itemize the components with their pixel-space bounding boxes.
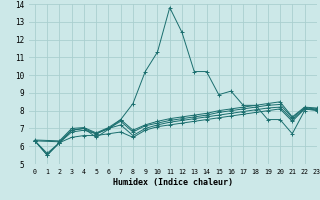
X-axis label: Humidex (Indice chaleur): Humidex (Indice chaleur): [113, 178, 233, 187]
